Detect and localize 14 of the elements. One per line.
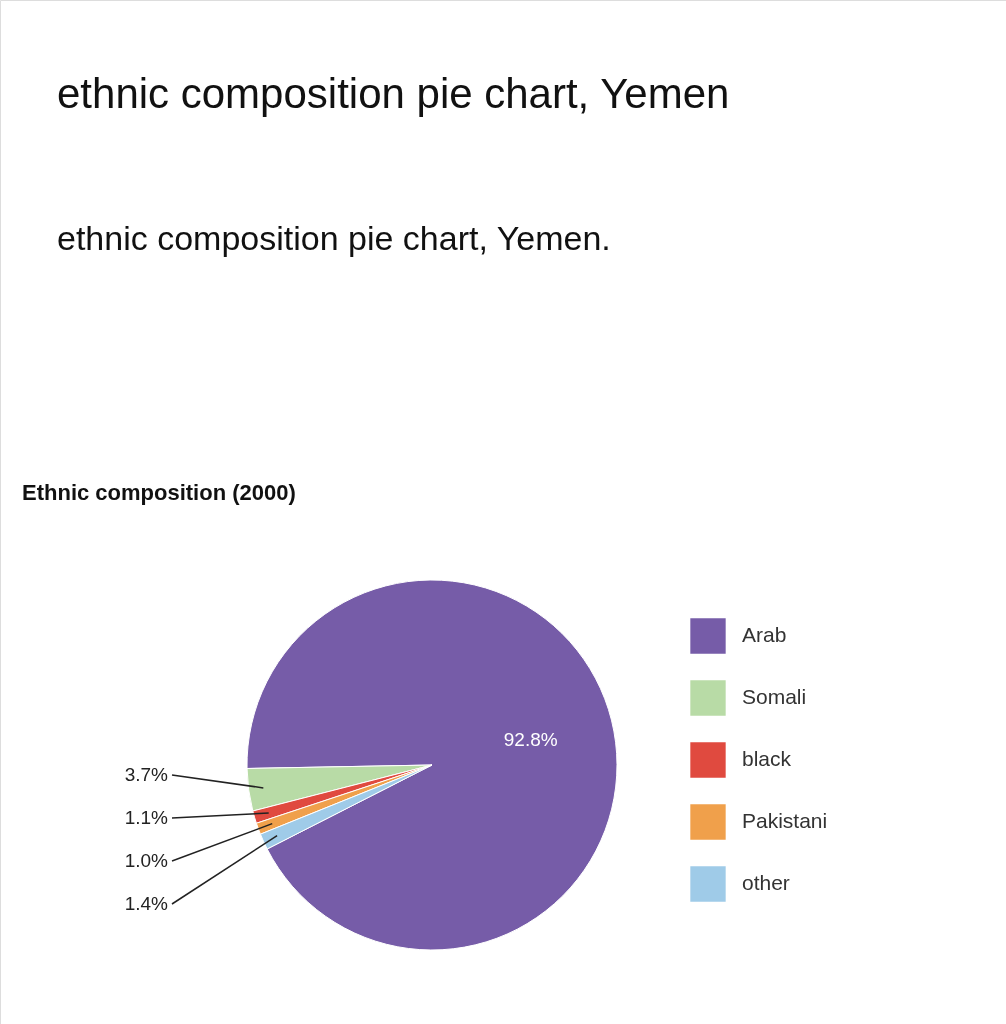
data-label: 1.0% [124,850,169,871]
data-label: 1.1% [124,807,169,828]
legend-label: Somali [742,685,807,708]
legend-label: Pakistani [742,809,828,832]
legend-label: black [742,747,792,770]
chart-subtitle: ethnic composition pie chart, Yemen. [57,219,611,257]
legend-label: other [742,871,790,894]
legend-label: Arab [742,623,787,646]
pie-slice [246,579,618,951]
data-label: 1.4% [124,893,169,914]
chart-title: ethnic composition pie chart, Yemen [57,70,730,117]
data-label: 92.8% [503,729,558,751]
data-label: 3.7% [124,764,169,785]
text: Ethnic composition (2000) [22,480,296,505]
